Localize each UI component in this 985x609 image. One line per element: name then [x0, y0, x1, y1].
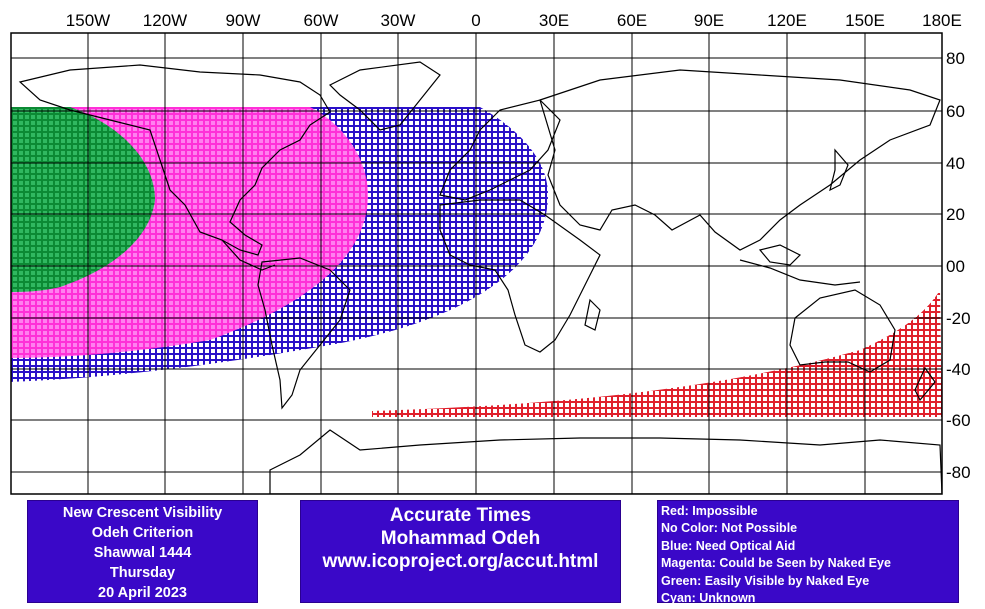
latitude-label: -40 [946, 360, 971, 379]
latitude-label: -80 [946, 463, 971, 482]
longitude-labels: 150W 120W 90W 60W 30W 0 30E 60E 90E 120E 150E 180E [66, 11, 962, 30]
coastlines [18, 61, 942, 494]
graticule [11, 33, 942, 494]
latitude-label: 80 [946, 49, 965, 68]
latitude-label: 40 [946, 154, 965, 173]
longitude-label: 60W [304, 11, 339, 30]
latitude-labels: 80 60 40 20 00 -20 -40 -60 -80 [946, 49, 971, 482]
date-line: 20 April 2023 [98, 585, 187, 601]
legend-item-green: Green: Easily Visible by Naked Eye [661, 573, 870, 588]
zone-green [11, 107, 155, 292]
title-line: New Crescent Visibility [62, 505, 223, 521]
credit-author: Mohammad Odeh [380, 528, 541, 549]
longitude-label: 180E [922, 11, 962, 30]
credit-line-1: Accurate Times [389, 505, 532, 526]
legend-item-blue: Blue: Need Optical Aid [661, 538, 796, 553]
longitude-label: 150E [845, 11, 885, 30]
longitude-label: 150W [66, 11, 110, 30]
latitude-label: -20 [946, 309, 971, 328]
legend-item-red: Red: Impossible [661, 504, 758, 518]
longitude-label: 30E [539, 11, 569, 30]
longitude-label: 90E [694, 11, 724, 30]
latitude-label: 60 [946, 102, 965, 121]
legend-panel: Red: Impossible No Color: Not Possible B… [657, 500, 959, 605]
legend-item-cyan: Cyan: Unknown [661, 591, 756, 606]
longitude-label: 30W [381, 11, 416, 30]
latitude-label: -60 [946, 411, 971, 430]
info-panel-credits: Accurate Times Mohammad Odeh www.icoproj… [300, 500, 621, 603]
info-panel-criterion: New Crescent Visibility Odeh Criterion S… [27, 500, 258, 603]
credit-url: www.icoproject.org/accut.html [322, 551, 599, 572]
longitude-label: 60E [617, 11, 647, 30]
weekday-line: Thursday [109, 565, 176, 581]
longitude-label: 90W [226, 11, 261, 30]
latitude-label: 20 [946, 205, 965, 224]
longitude-label: 120E [767, 11, 807, 30]
legend-item-magenta: Magenta: Could be Seen by Naked Eye [661, 556, 891, 571]
month-line: Shawwal 1444 [93, 545, 192, 561]
world-map: 150W 120W 90W 60W 30W 0 30E 60E 90E 120E 150E 180E … [10, 11, 971, 495]
zone-red [372, 290, 942, 417]
criterion-line: Odeh Criterion [91, 525, 194, 541]
map-frame [10, 32, 943, 495]
longitude-label: 120W [143, 11, 187, 30]
longitude-label: 0 [471, 11, 480, 30]
latitude-label: 00 [946, 257, 965, 276]
legend-item-none: No Color: Not Possible [661, 521, 798, 536]
